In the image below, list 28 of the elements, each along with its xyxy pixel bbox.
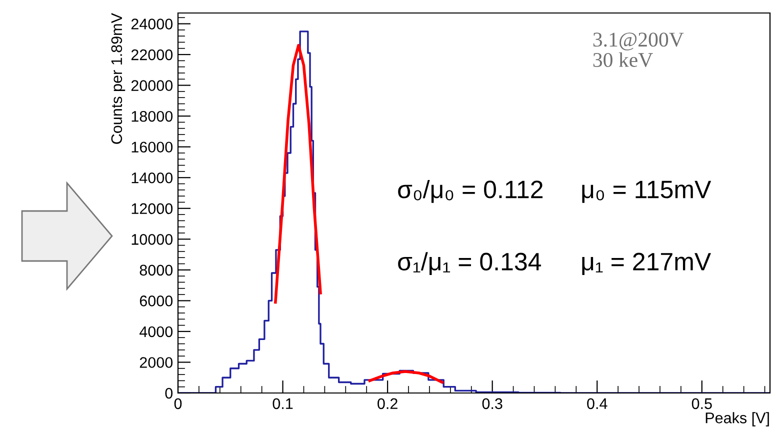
x-tick-label: 0.1 [272, 398, 293, 410]
x-tick-label: 0.4 [587, 398, 608, 410]
y-tick-label: 20000 [131, 80, 173, 91]
annotation: σ₁/μ₁ = 0.134 [398, 252, 542, 276]
y-tick-label: 2000 [140, 357, 173, 368]
y-tick-label: 0 [165, 388, 173, 399]
y-tick-label: 12000 [132, 203, 173, 214]
y-tick-label: 24000 [131, 18, 173, 30]
annotation: μ₁ = 217mV [582, 252, 711, 276]
y-tick-label: 10000 [132, 234, 173, 245]
line-series [368, 370, 444, 384]
y-tick-label: 4000 [140, 326, 173, 338]
y-tick-label: 16000 [132, 142, 173, 153]
annotation: μ₀ = 115mV [582, 180, 712, 203]
line-series [274, 44, 322, 304]
y-tick-label: 18000 [132, 110, 173, 122]
x-tick-label: 0.2 [378, 398, 398, 410]
x-tick-label: 0.5 [692, 398, 712, 410]
y-tick-label: 22000 [131, 49, 173, 60]
x-tick-label: 0.3 [482, 398, 502, 410]
annotation: σ₀/μ₀ = 0.112 [398, 180, 543, 203]
annotation: 3.1@200V 30 keV [593, 32, 684, 68]
y-tick-label: 8000 [140, 264, 173, 276]
x-tick-label: 0 [174, 398, 182, 410]
y-tick-label: 6000 [140, 296, 173, 306]
y-axis-title: Counts per 1.89mV [111, 13, 126, 144]
y-tick-label: 14000 [132, 172, 173, 184]
x-axis-title: Peaks [V] [706, 412, 769, 426]
